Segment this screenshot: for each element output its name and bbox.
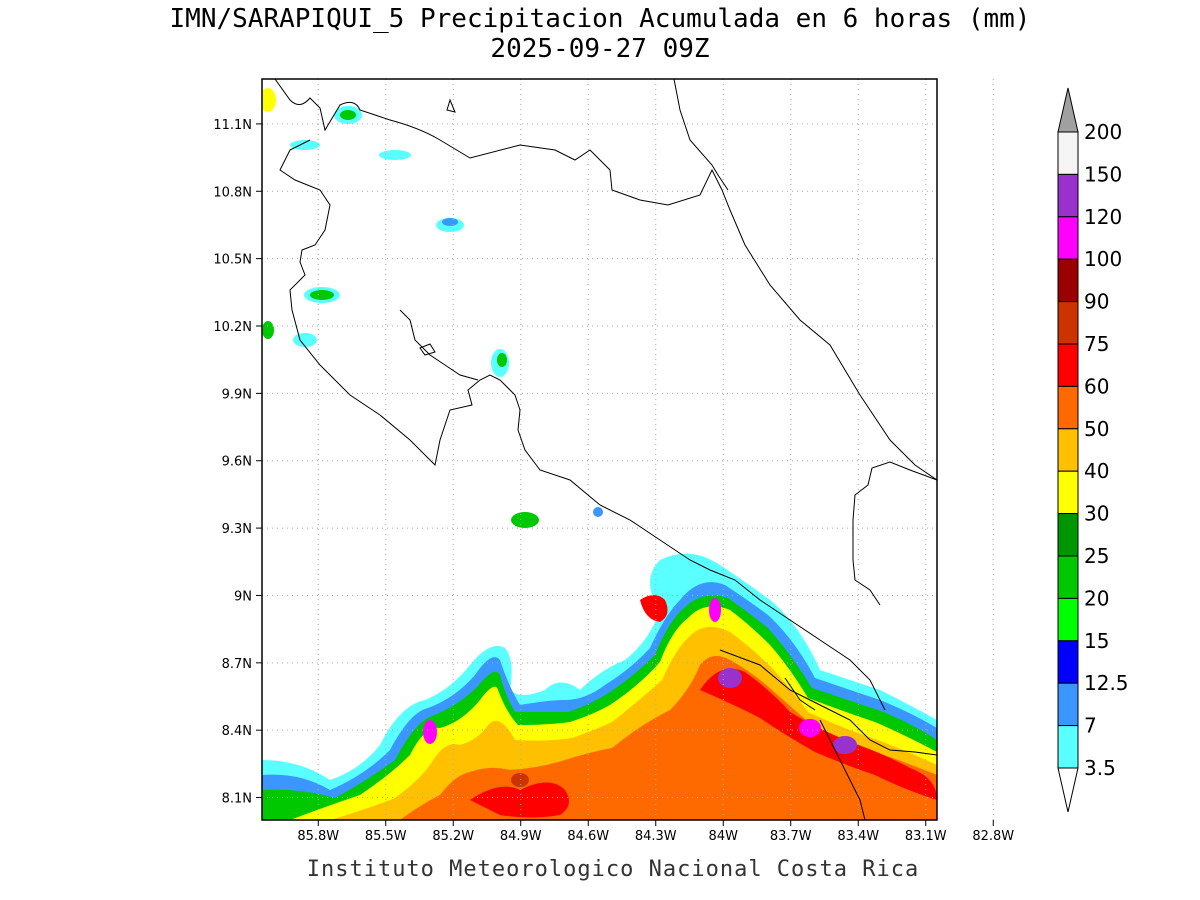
coastline: [274, 79, 937, 820]
legend-label: 120: [1084, 205, 1122, 229]
map-frame: [261, 78, 938, 821]
legend-label: 90: [1084, 290, 1109, 314]
map-title: IMN/SARAPIQUI_5 Precipitacion Acumulada …: [169, 4, 1031, 34]
map-datetime: 2025-09-27 09Z: [490, 34, 710, 64]
legend-swatch: [1057, 640, 1079, 684]
legend-swatch: [1057, 301, 1079, 345]
legend-label: 200: [1084, 120, 1122, 144]
lat-tick-label: 11.1N: [213, 118, 252, 133]
legend-swatch: [1057, 258, 1079, 303]
legend-label: 15: [1084, 629, 1109, 653]
legend-min-arrow: [1057, 767, 1079, 813]
legend-label: 7: [1084, 714, 1097, 738]
lat-tick-label: 8.1N: [222, 792, 252, 807]
legend-label: 30: [1084, 502, 1109, 526]
lon-tick-label: 84.6W: [567, 829, 609, 844]
legend-swatch: [1057, 682, 1079, 727]
legend-label: 150: [1084, 162, 1122, 186]
legend-swatch: [1057, 725, 1079, 769]
legend-label: 12.5: [1084, 671, 1129, 695]
lon-tick-label: 85.2W: [432, 829, 474, 844]
legend-label: 20: [1084, 586, 1109, 610]
lat-tick-label: 10.8N: [213, 185, 252, 200]
legend-swatch: [1057, 513, 1079, 557]
legend-swatch: [1057, 385, 1079, 430]
credit-text: Instituto Meteorologico Nacional Costa R…: [306, 857, 920, 882]
legend-label: 40: [1084, 459, 1109, 483]
precipitation-field: [262, 88, 937, 820]
legend-label: 50: [1084, 417, 1109, 441]
lat-tick-label: 9.3N: [222, 522, 252, 537]
colorbar-legend: 200 150 120 100 90 75 60 50 40 30 25 20 15 12.5 7 3.5: [1057, 87, 1129, 813]
legend-swatch: [1057, 343, 1079, 387]
lon-tick-label: 84.9W: [500, 829, 542, 844]
lon-tick-label: 84W: [709, 829, 739, 844]
latitude-axis: 11.1N 10.8N 10.5N 10.2N 9.9N 9.6N 9.3N 9N 8.7N 8.…: [213, 118, 262, 807]
lon-tick-label: 85.5W: [365, 829, 407, 844]
lat-tick-label: 9N: [234, 589, 252, 604]
legend-label: 75: [1084, 332, 1109, 356]
legend-label: 100: [1084, 247, 1122, 271]
lon-tick-label: 84.3W: [635, 829, 677, 844]
lon-tick-label: 85.8W: [297, 829, 339, 844]
lat-tick-label: 10.5N: [213, 253, 252, 268]
legend-max-arrow: [1057, 87, 1079, 133]
legend-swatch: [1057, 428, 1079, 472]
legend-swatch: [1057, 555, 1079, 599]
legend-swatch: [1057, 470, 1079, 515]
legend-swatch: [1057, 597, 1079, 642]
legend-label: 3.5: [1084, 756, 1116, 780]
lon-tick-label: 83.1W: [905, 829, 947, 844]
lat-tick-label: 8.4N: [222, 724, 252, 739]
legend-swatch: [1057, 216, 1079, 260]
lon-tick-label: 82.8W: [972, 829, 1014, 844]
map-grid: [262, 79, 994, 820]
lat-tick-label: 10.2N: [213, 320, 252, 335]
legend-label: 60: [1084, 374, 1109, 398]
legend-swatch: [1057, 131, 1079, 175]
longitude-axis: 85.8W 85.5W 85.2W 84.9W 84.6W 84.3W 84W 83.7W 83…: [297, 820, 1014, 844]
lat-tick-label: 9.9N: [222, 387, 252, 402]
lon-tick-label: 83.7W: [770, 829, 812, 844]
lat-tick-label: 8.7N: [222, 657, 252, 672]
legend-swatch: [1057, 173, 1079, 218]
legend-label: 25: [1084, 544, 1109, 568]
lat-tick-label: 9.6N: [222, 455, 252, 470]
lon-tick-label: 83.4W: [837, 829, 879, 844]
